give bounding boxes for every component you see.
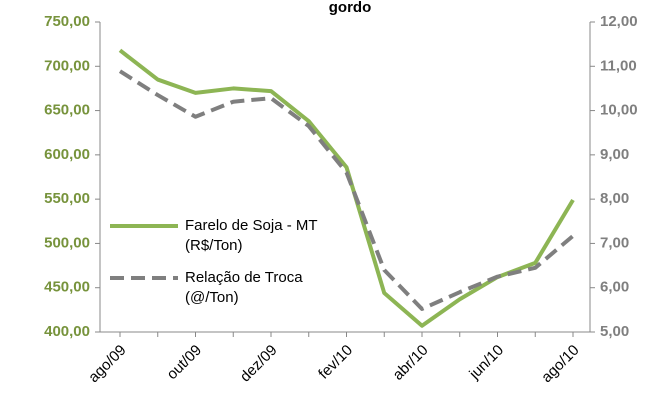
legend-label: Farelo de Soja - MT (R$/Ton) — [185, 217, 318, 254]
x-tick-label: fev/10 — [315, 342, 356, 383]
y2-tick-label: 8,00 — [600, 190, 629, 207]
y2-tick-label: 6,00 — [600, 279, 629, 296]
y2-tick-label: 12,00 — [600, 13, 638, 30]
y-tick-label: 700,00 — [44, 57, 90, 74]
x-tick-label: jun/10 — [466, 342, 508, 384]
series-line — [118, 69, 575, 311]
y2-tick-label: 7,00 — [600, 234, 629, 251]
y-tick-label: 550,00 — [44, 190, 90, 207]
x-tick-label: dez/09 — [237, 342, 281, 386]
y-tick-label: 500,00 — [44, 234, 90, 251]
y2-tick-label: 10,00 — [600, 102, 638, 119]
y-tick-label: 450,00 — [44, 279, 90, 296]
y-tick-label: 400,00 — [44, 323, 90, 340]
x-tick-label: out/09 — [164, 342, 206, 384]
y2-tick-label: 11,00 — [600, 57, 637, 74]
x-tick-label: ago/09 — [85, 342, 129, 386]
y-tick-label: 650,00 — [44, 102, 90, 119]
x-tick-label: ago/10 — [538, 342, 582, 386]
y-tick-label: 750,00 — [44, 13, 90, 30]
legend-label: Relação de Troca (@/Ton) — [185, 269, 303, 306]
y2-tick-label: 9,00 — [600, 146, 629, 163]
y2-tick-label: 5,00 — [600, 323, 629, 340]
chart-title: gordo — [329, 0, 372, 16]
y-tick-label: 600,00 — [44, 146, 90, 163]
x-tick-label: abr/10 — [390, 342, 432, 384]
